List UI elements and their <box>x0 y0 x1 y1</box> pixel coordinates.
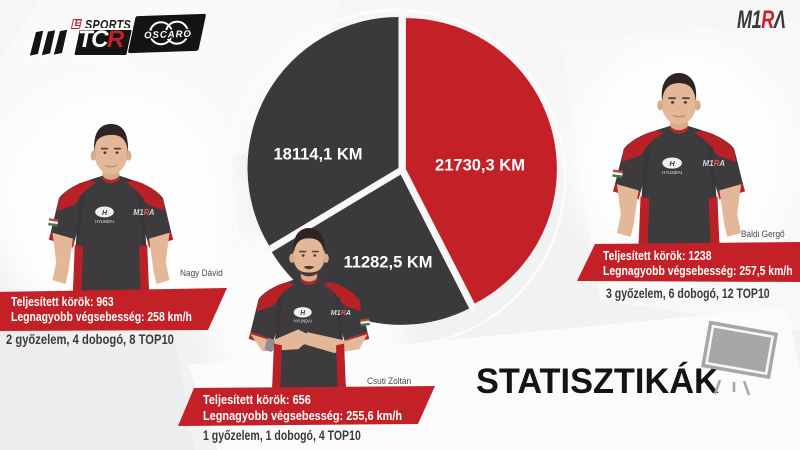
svg-text:H: H <box>300 310 306 317</box>
svg-text:H: H <box>102 208 108 217</box>
svg-text:M1RA: M1RA <box>703 159 726 168</box>
svg-text:M1RA: M1RA <box>331 308 351 317</box>
svg-text:H: H <box>669 159 675 168</box>
svg-text:M1RA: M1RA <box>133 208 154 217</box>
svg-text:HYUNDAI: HYUNDAI <box>662 170 682 175</box>
svg-text:HYUNDAI: HYUNDAI <box>294 319 312 324</box>
svg-text:HYUNDAI: HYUNDAI <box>95 219 114 224</box>
svg-text:OSCARO: OSCARO <box>144 29 192 42</box>
